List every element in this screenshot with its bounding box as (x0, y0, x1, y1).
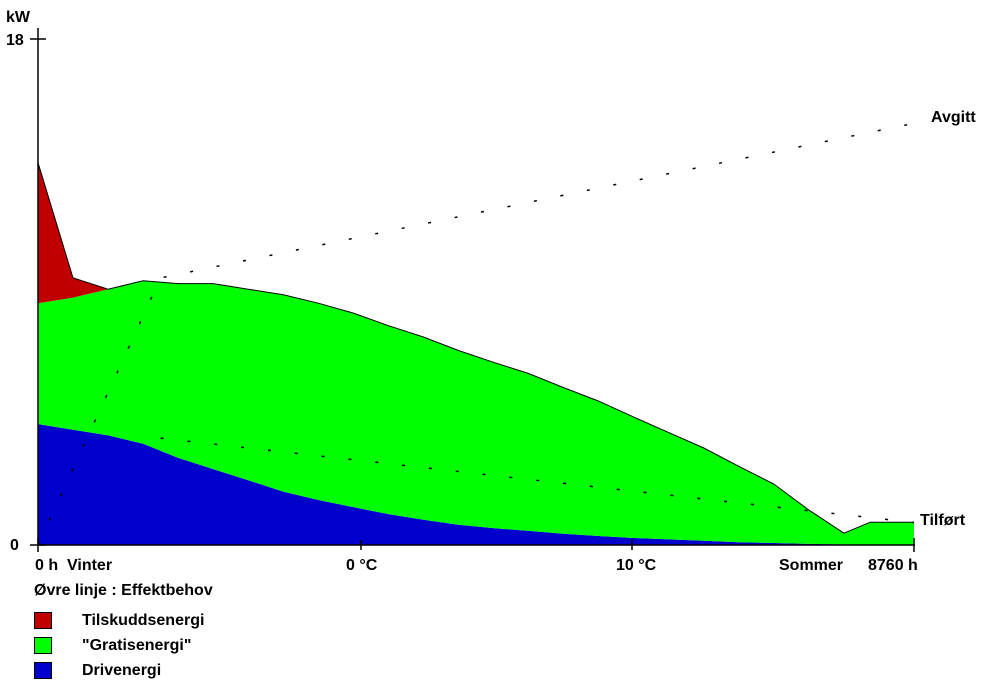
legend-title: Øvre linje : Effektbehov (34, 582, 213, 599)
y-tick-label-max: 18 (6, 32, 24, 49)
x-label-0c: 0 °C (346, 557, 378, 574)
legend-swatch-gratisenergi (34, 637, 52, 654)
area-gratisenergi (38, 280, 914, 545)
area-chart: kW 18 0 0 h Vinter 0 °C 10 °C Sommer 876… (6, 9, 976, 574)
x-label-winter: Vinter (67, 557, 112, 574)
legend-swatch-tilskuddsenergi (34, 612, 52, 629)
legend-label-tilskuddsenergi: Tilskuddsenergi (82, 611, 205, 629)
x-label-end-hours: 8760 h (868, 557, 918, 574)
effektbehov-line (37, 162, 914, 534)
y-unit-label: kW (6, 9, 31, 26)
avgitt-label: Avgitt (931, 109, 976, 126)
dotted-lines (37, 122, 915, 546)
y-tick-label-min: 0 (10, 537, 19, 554)
area-drivenergi (38, 424, 914, 545)
legend-item-gratisenergi: "Gratisenergi" (34, 633, 213, 658)
x-label-start-hours: 0 h (35, 557, 58, 574)
chart-axes (30, 28, 915, 552)
x-label-summer: Sommer (779, 557, 843, 574)
legend-swatch-drivenergi (34, 662, 52, 679)
legend-label-drivenergi: Drivenergi (82, 661, 162, 679)
chart-areas (37, 162, 914, 545)
tilfort-dotted-line (160, 437, 915, 524)
legend-item-tilskuddsenergi: Tilskuddsenergi (34, 608, 213, 633)
legend-item-drivenergi: Drivenergi (34, 658, 213, 683)
legend: Øvre linje : Effektbehov Tilskuddsenergi… (34, 580, 213, 683)
tilfort-label: Tilført (920, 512, 966, 529)
legend-label-gratisenergi: "Gratisenergi" (82, 636, 192, 654)
x-label-10c: 10 °C (616, 557, 657, 574)
